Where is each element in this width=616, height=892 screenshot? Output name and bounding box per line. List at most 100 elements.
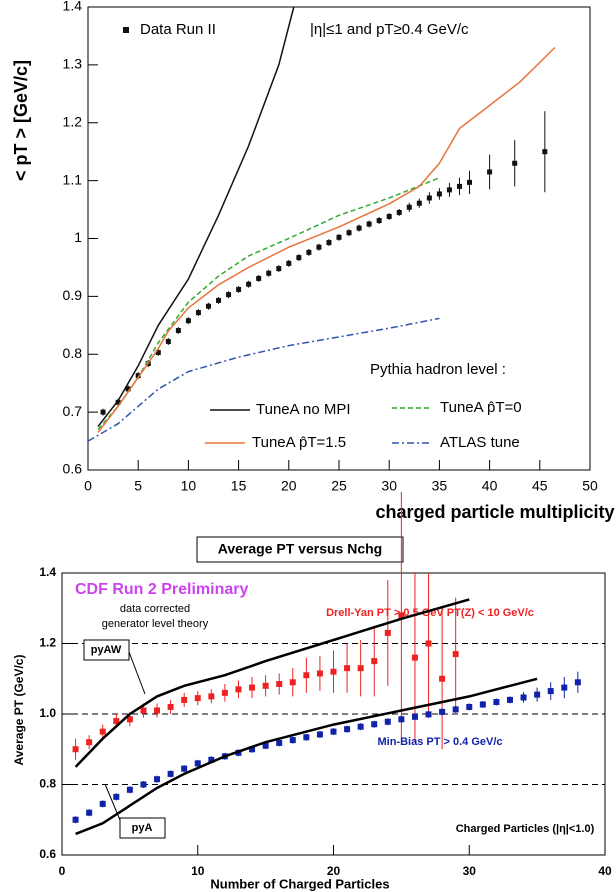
data-point	[167, 770, 174, 777]
data-point	[356, 225, 362, 231]
x-tick-label: 20	[327, 864, 341, 878]
data-point	[296, 255, 302, 261]
data-point	[439, 675, 446, 682]
series-line	[74, 598, 470, 768]
series-line	[87, 317, 440, 442]
data-point	[316, 731, 323, 738]
y-tick-label: 1.4	[63, 0, 83, 14]
data-point	[249, 684, 256, 691]
annotation: generator level theory	[102, 618, 209, 630]
data-point	[336, 234, 342, 240]
data-point	[167, 703, 174, 710]
data-point	[426, 195, 432, 201]
x-tick-label: 15	[231, 478, 247, 494]
y-tick-label: 0.9	[63, 287, 83, 303]
data-point	[266, 270, 272, 276]
data-point	[425, 711, 432, 718]
data-point	[303, 672, 310, 679]
data-point	[262, 742, 269, 749]
data-point	[316, 670, 323, 677]
x-tick-label: 45	[532, 478, 548, 494]
series-line	[75, 677, 538, 836]
legend-label: pyA	[132, 822, 153, 834]
data-point	[398, 612, 405, 619]
data-point	[384, 629, 391, 636]
data-point	[226, 292, 232, 298]
data-point	[330, 668, 337, 675]
data-point	[185, 318, 191, 324]
y-axis-label: < pT > [GeV/c]	[11, 60, 31, 181]
data-point	[436, 191, 442, 197]
data-point	[344, 665, 351, 672]
data-point	[154, 707, 161, 714]
data-point	[86, 739, 93, 746]
data-point	[175, 328, 181, 334]
data-point	[125, 386, 131, 392]
x-axis-label: Number of Charged Particles	[210, 876, 389, 891]
data-point	[416, 200, 422, 206]
data-point	[155, 350, 161, 356]
data-point	[330, 728, 337, 735]
data-point	[561, 684, 568, 691]
data-point	[235, 686, 242, 693]
y-tick-label: 1.2	[39, 636, 56, 650]
data-point	[194, 760, 201, 767]
label-box	[119, 817, 166, 839]
data-point	[205, 303, 211, 309]
annotation: data corrected	[120, 603, 190, 615]
y-tick-label: 1.3	[63, 56, 83, 72]
annotation: Charged Particles (|η|<1.0)	[456, 823, 595, 835]
data-point	[371, 721, 378, 728]
legend-label: ATLAS tune	[440, 434, 520, 451]
data-point	[542, 149, 548, 155]
data-point	[366, 221, 372, 227]
data-point	[286, 260, 292, 266]
data-point	[221, 689, 228, 696]
annotation: |η|≤1 and pT≥0.4 GeV/c	[310, 21, 469, 38]
y-tick-label: 1	[74, 229, 82, 245]
label-box	[83, 639, 130, 661]
data-point	[99, 800, 106, 807]
data-point	[126, 716, 133, 723]
data-point	[506, 696, 513, 703]
data-point	[262, 682, 269, 689]
data-point	[208, 756, 215, 763]
data-point	[72, 746, 79, 753]
x-axis-label: charged particle multiplicity	[375, 502, 614, 522]
data-point	[216, 297, 222, 303]
y-tick-label: 0.8	[63, 345, 83, 361]
series-line	[97, 6, 295, 428]
data-point	[113, 793, 120, 800]
data-point	[398, 716, 405, 723]
legend-label: Min-Bias PT > 0.4 GeV/c	[377, 736, 502, 748]
data-point	[386, 214, 392, 220]
data-point	[411, 654, 418, 661]
y-tick-label: 1.2	[63, 113, 83, 129]
series-line	[97, 177, 440, 430]
data-point	[99, 728, 106, 735]
legend-label: Data Run II	[140, 21, 216, 38]
legend-label: pyAW	[91, 644, 122, 656]
data-point	[86, 809, 93, 816]
data-point	[534, 691, 541, 698]
x-tick-label: 40	[598, 864, 612, 878]
data-point	[357, 723, 364, 730]
data-point	[289, 679, 296, 686]
data-point	[346, 230, 352, 236]
data-point	[195, 310, 201, 316]
y-tick-label: 0.6	[63, 461, 83, 477]
legend-label: Drell-Yan PT > 0.5 GeV PT(Z) < 10 GeV/c	[326, 607, 534, 619]
data-point	[384, 718, 391, 725]
series-line	[97, 46, 556, 433]
data-point	[140, 707, 147, 714]
data-point	[289, 737, 296, 744]
x-tick-label: 30	[463, 864, 477, 878]
data-point	[100, 409, 106, 415]
data-point	[154, 776, 161, 783]
legend-label: TuneA p̂T=1.5	[252, 434, 346, 451]
data-point	[376, 218, 382, 224]
data-point	[126, 786, 133, 793]
data-point	[574, 679, 581, 686]
